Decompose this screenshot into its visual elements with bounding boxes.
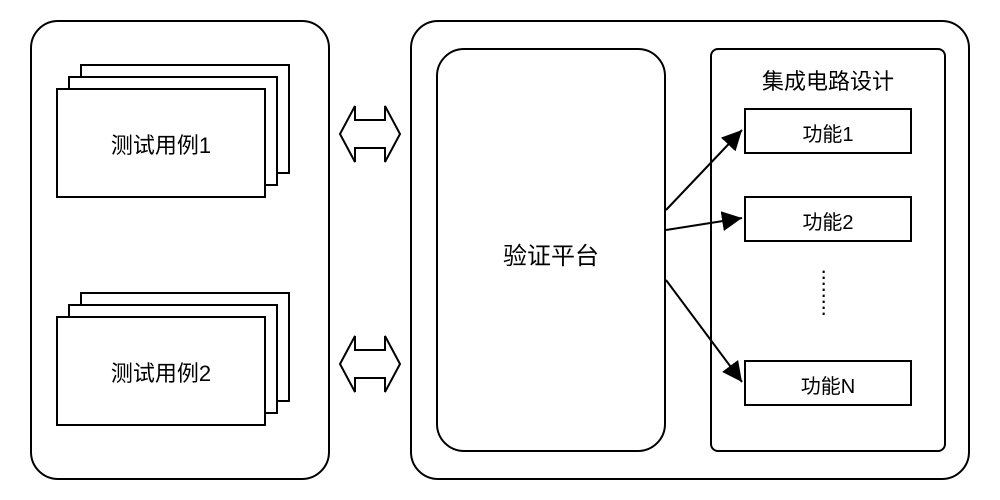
function-n-label: 功能N	[744, 370, 912, 399]
ic-design-title: 集成电路设计	[710, 64, 946, 96]
test-case-2-label: 测试用例2	[56, 356, 266, 388]
bidir-arrow-1	[340, 106, 400, 162]
function-ellipsis: ········	[820, 268, 827, 316]
diagram-canvas: 测试用例1 测试用例2 验证平台 集成电路设计 功能1 功能2 功能N ····…	[0, 0, 1000, 500]
test-case-1-label: 测试用例1	[56, 128, 266, 160]
function-1-label: 功能1	[744, 118, 912, 147]
function-2-label: 功能2	[744, 206, 912, 235]
bidir-arrow-2	[340, 336, 400, 392]
platform-label: 验证平台	[436, 236, 666, 271]
